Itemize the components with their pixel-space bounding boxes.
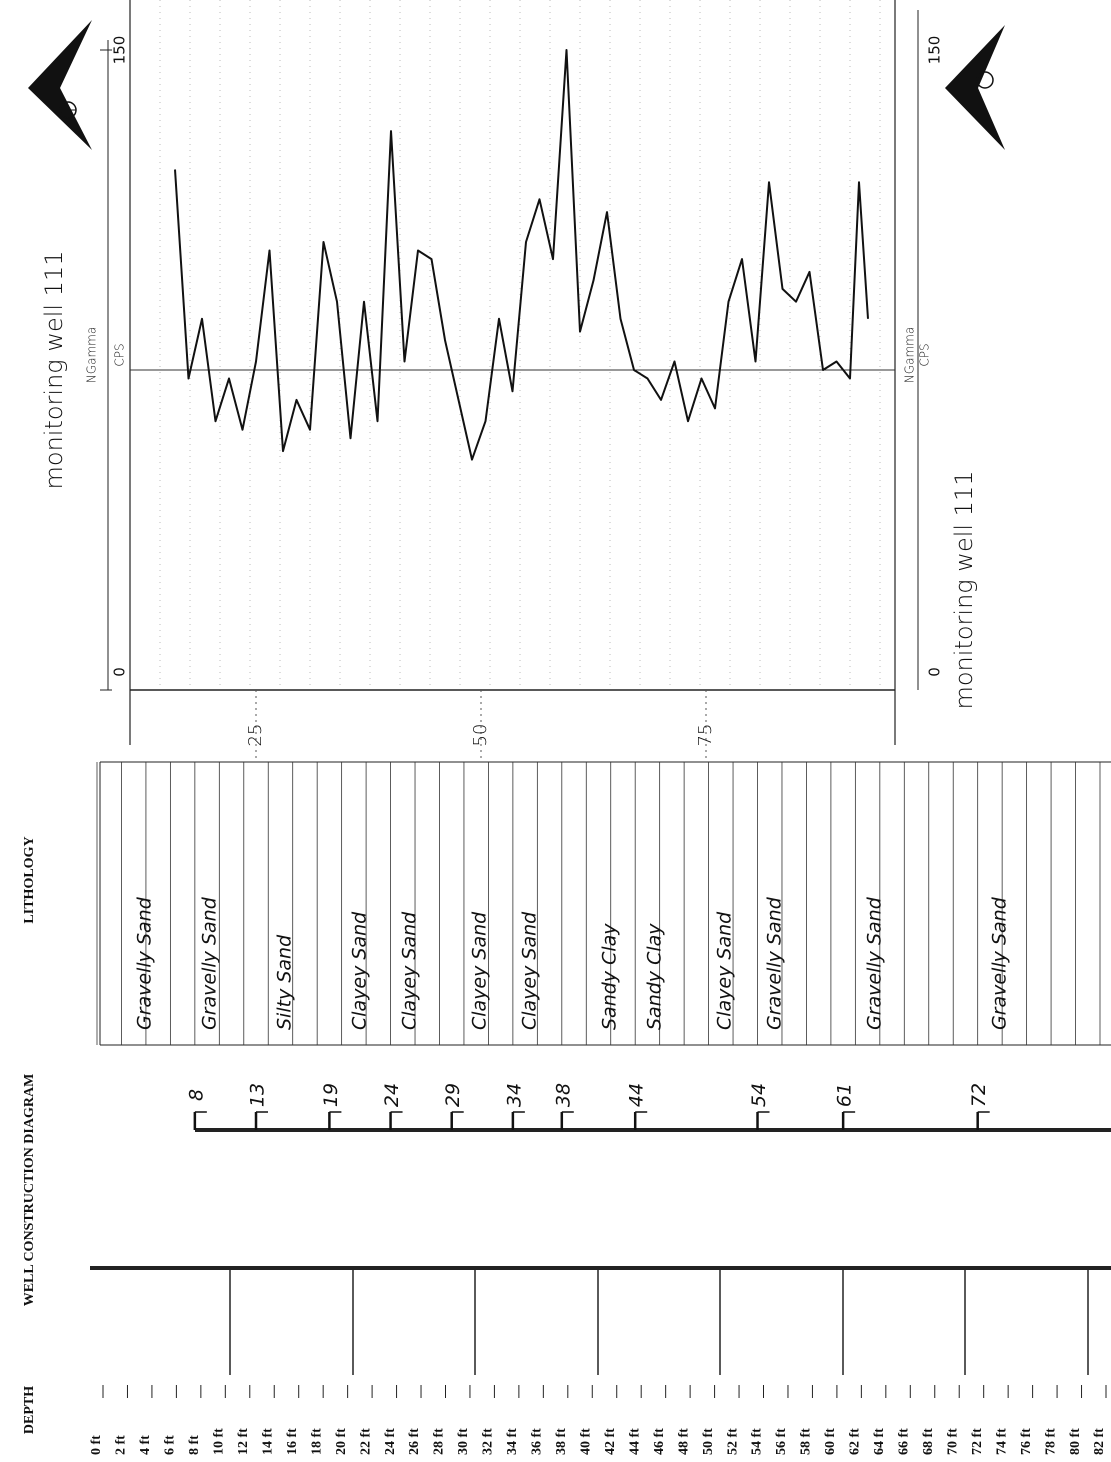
depth-label: 28 ft bbox=[432, 1428, 447, 1455]
lithology-label: Gravelly Sand bbox=[134, 896, 156, 1030]
depth-label: 46 ft bbox=[652, 1428, 667, 1455]
depth-label: 6 ft bbox=[163, 1435, 178, 1455]
depth-label: 22 ft bbox=[358, 1428, 373, 1455]
depth-label: 66 ft bbox=[897, 1428, 912, 1455]
lithology-label: Clayey Sand bbox=[469, 911, 491, 1030]
depth-label: 48 ft bbox=[676, 1428, 691, 1455]
depth-label: 54 ft bbox=[750, 1428, 765, 1455]
depth-label: 8 ft bbox=[187, 1435, 202, 1455]
depth-label: 58 ft bbox=[799, 1428, 814, 1455]
depth-label: 14 ft bbox=[260, 1428, 275, 1455]
depth-label: 74 ft bbox=[994, 1428, 1009, 1455]
depth-label: 32 ft bbox=[481, 1428, 496, 1455]
depth-label: 18 ft bbox=[309, 1428, 324, 1455]
y-tick-label: 150 bbox=[111, 36, 129, 65]
y-unit: CPS bbox=[113, 343, 127, 366]
lithology-label: Sandy Clay bbox=[644, 923, 666, 1030]
depth-label: 82 ft bbox=[1092, 1428, 1107, 1455]
depth-label: 64 ft bbox=[872, 1428, 887, 1455]
logo bbox=[28, 20, 1005, 150]
depth-label: 20 ft bbox=[334, 1428, 349, 1455]
well-mark: 54 bbox=[748, 1083, 770, 1107]
well-mark: 8 bbox=[185, 1089, 207, 1101]
well-mark: 19 bbox=[320, 1083, 342, 1107]
well-mark: 34 bbox=[503, 1083, 525, 1107]
column-header: LITHOLOGY bbox=[22, 836, 37, 923]
lithology-label: Silty Sand bbox=[274, 934, 296, 1030]
well-mark: 38 bbox=[552, 1083, 574, 1107]
chart-title: monitoring well 111 bbox=[40, 251, 68, 490]
depth-label: 72 ft bbox=[970, 1428, 985, 1455]
depth-label: 30 ft bbox=[456, 1428, 471, 1455]
lithology-label: Gravelly Sand bbox=[199, 896, 221, 1030]
depth-label: 42 ft bbox=[603, 1428, 618, 1455]
depth-label: 76 ft bbox=[1019, 1428, 1034, 1455]
lithology-label: Gravelly Sand bbox=[989, 896, 1011, 1030]
column-header: DEPTH bbox=[22, 1386, 37, 1434]
well-mark: 44 bbox=[626, 1083, 648, 1107]
depth-label: 2 ft bbox=[114, 1435, 129, 1455]
depth-label: 34 ft bbox=[505, 1428, 520, 1455]
lithology-label: Sandy Clay bbox=[599, 923, 621, 1030]
y-tick-label: 150 bbox=[926, 36, 944, 65]
depth-label: 56 ft bbox=[774, 1428, 789, 1455]
depth-label: 36 ft bbox=[530, 1428, 545, 1455]
x-tick-label: 50 bbox=[470, 724, 491, 747]
depth-label: 38 ft bbox=[554, 1428, 569, 1455]
y-tick-label: 0 bbox=[111, 667, 129, 677]
y-label: NGamma bbox=[85, 327, 99, 383]
y-tick-label: 0 bbox=[926, 667, 944, 677]
well-mark: 61 bbox=[834, 1083, 856, 1107]
depth-label: 78 ft bbox=[1043, 1428, 1058, 1455]
depth-label: 10 ft bbox=[212, 1428, 227, 1455]
lithology-label: Clayey Sand bbox=[714, 911, 736, 1030]
lithology-label: Clayey Sand bbox=[399, 911, 421, 1030]
x-tick-label: 25 bbox=[245, 724, 266, 747]
depth-label: 62 ft bbox=[848, 1428, 863, 1455]
depth-label: 50 ft bbox=[701, 1428, 716, 1455]
depth-label: 70 ft bbox=[945, 1428, 960, 1455]
chart-title: monitoring well 111 bbox=[950, 471, 978, 710]
y-label: NGamma bbox=[903, 327, 917, 383]
depth-label: 60 ft bbox=[823, 1428, 838, 1455]
x-tick-label: 75 bbox=[695, 724, 716, 747]
depth-label: 12 ft bbox=[236, 1428, 251, 1455]
well-mark: 72 bbox=[968, 1083, 990, 1107]
depth-label: 26 ft bbox=[407, 1428, 422, 1455]
lithology-label: Gravelly Sand bbox=[764, 896, 786, 1030]
depth-label: 40 ft bbox=[578, 1428, 593, 1455]
lithology-label: Gravelly Sand bbox=[864, 896, 886, 1030]
depth-label: 4 ft bbox=[138, 1435, 153, 1455]
y-unit: CPS bbox=[918, 343, 932, 366]
depth-label: 52 ft bbox=[725, 1428, 740, 1455]
depth-label: 16 ft bbox=[285, 1428, 300, 1455]
depth-label: 0 ft bbox=[89, 1435, 104, 1455]
lithology-label: Clayey Sand bbox=[519, 911, 541, 1030]
depth-label: 80 ft bbox=[1068, 1428, 1083, 1455]
gamma-curve bbox=[174, 49, 869, 461]
depth-label: 24 ft bbox=[383, 1428, 398, 1455]
well-mark: 29 bbox=[442, 1083, 464, 1107]
depth-label: 44 ft bbox=[627, 1428, 642, 1455]
well-mark: 24 bbox=[381, 1083, 403, 1107]
well-mark: 13 bbox=[247, 1083, 269, 1107]
column-header: WELL CONSTRUCTION DIAGRAM bbox=[22, 1074, 37, 1307]
depth-label: 68 ft bbox=[921, 1428, 936, 1455]
lithology-label: Clayey Sand bbox=[349, 911, 371, 1030]
